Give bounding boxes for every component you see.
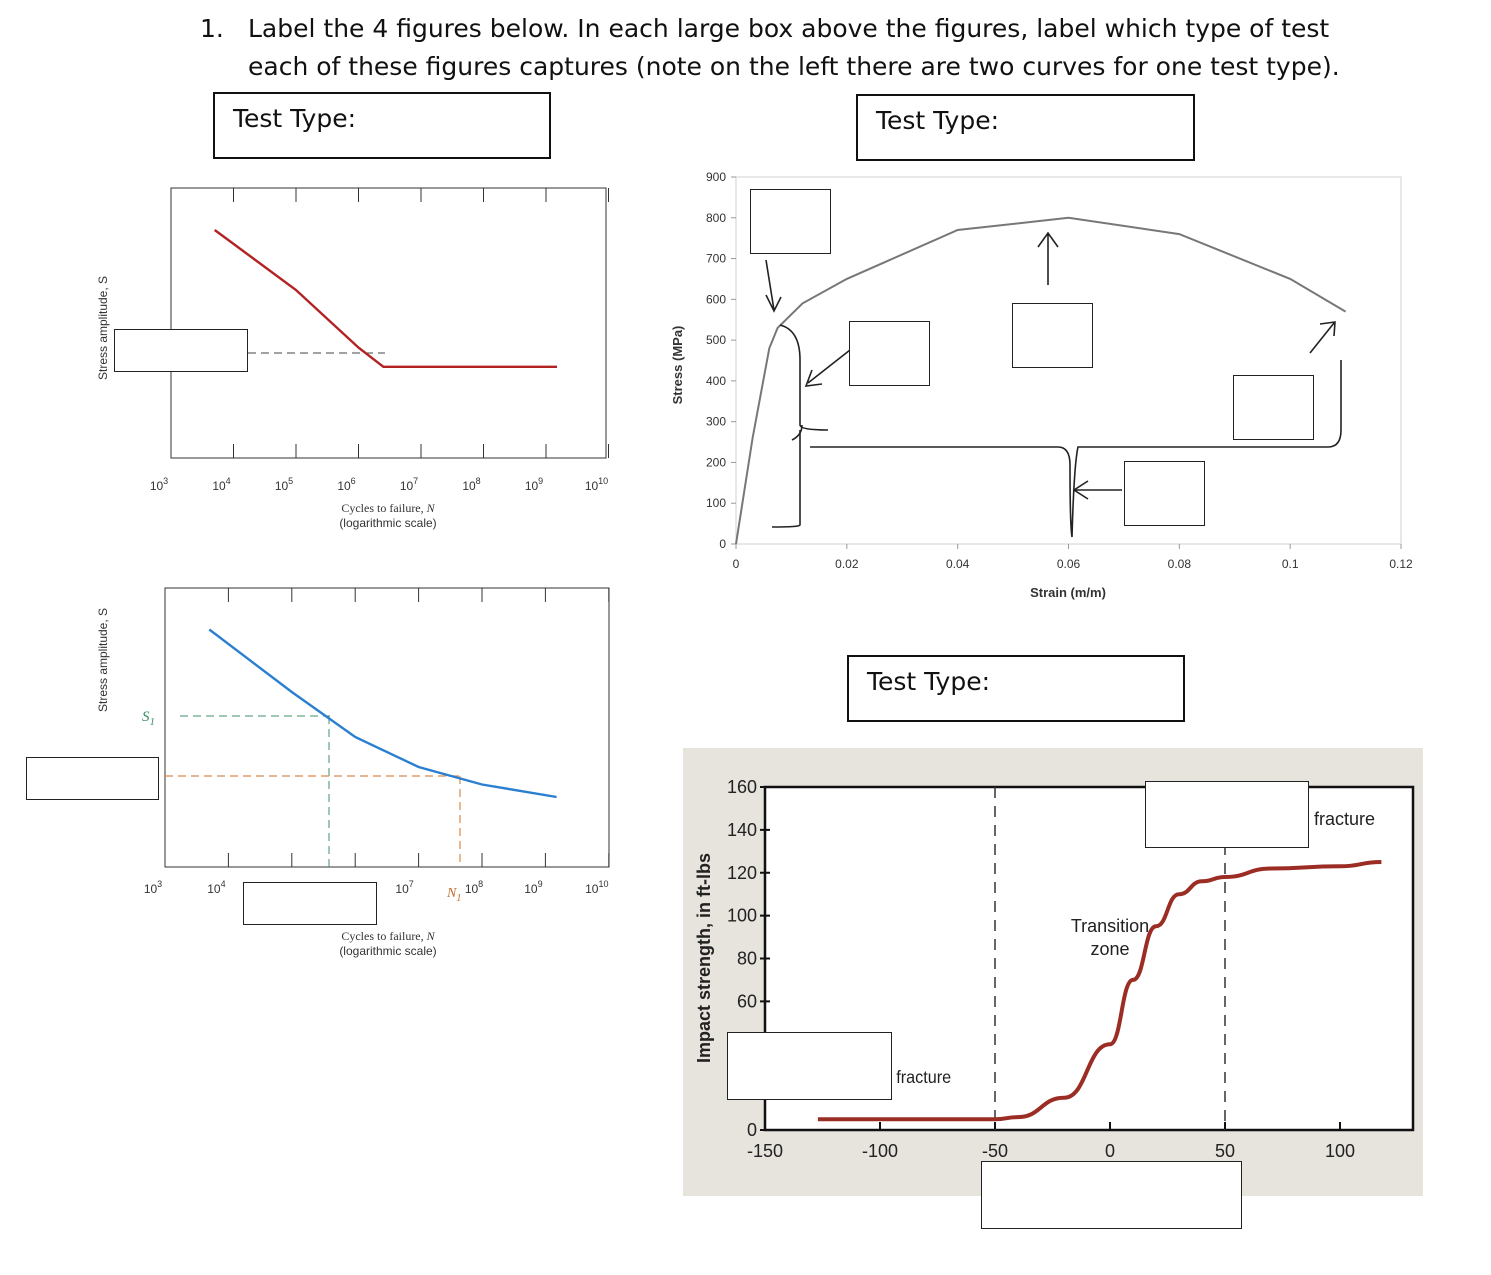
x-tick-label: 104 (207, 879, 225, 896)
strain-axis-label: Strain (m/m) (1030, 585, 1106, 600)
ss-answer-box-yield[interactable] (750, 189, 831, 254)
sn-curve-1 (213, 229, 557, 368)
transition-label: Transition (1071, 916, 1149, 936)
impact-ylabel: Impact strength, in ft-lbs (694, 853, 714, 1063)
y-tick-label: 0 (747, 1120, 757, 1140)
x-tick-label: 0 (733, 557, 740, 571)
x-tick-label: -150 (747, 1141, 783, 1161)
ss-answer-box-luders[interactable] (1124, 461, 1205, 526)
x-tick-label: 1010 (585, 476, 608, 493)
x-tick-label: 1010 (585, 879, 608, 896)
x-tick-label: 108 (465, 879, 483, 896)
x-tick-label: -100 (862, 1141, 898, 1161)
stress-strain-curve (735, 216, 1347, 545)
y-tick-label: 100 (727, 906, 757, 926)
test-type-box-2[interactable]: Test Type: (856, 94, 1195, 161)
fracture-label-right: fracture (1314, 809, 1375, 829)
x-tick-label: 0.02 (835, 557, 859, 571)
y-tick-label: 800 (706, 211, 726, 225)
y-tick-label: 0 (719, 537, 726, 551)
x-tick-label: -50 (982, 1141, 1008, 1161)
x-tick-label: 103 (144, 879, 162, 896)
s1-label: S1 (142, 709, 155, 728)
x-tick-label: 105 (275, 476, 293, 493)
impact-answer-box-axis[interactable] (981, 1161, 1242, 1229)
x-tick-label: 0.04 (946, 557, 970, 571)
y-tick-label: 300 (706, 415, 726, 429)
x-tick-label: 107 (395, 879, 413, 896)
sn1-ylabel: Stress amplitude, S (96, 276, 110, 380)
y-tick-label: 700 (706, 252, 726, 266)
test-type-box-3[interactable]: Test Type: (847, 655, 1185, 722)
x-tick-label: 0.12 (1389, 557, 1413, 571)
sn-chart-2: 103 104 107 108 109 1010 S1 N1 Stress amplitu… (96, 587, 610, 958)
ss-answer-box-upper-yield[interactable] (849, 321, 930, 386)
x-tick-label: 103 (150, 476, 168, 493)
impact-answer-box-lower[interactable] (727, 1032, 892, 1100)
y-tick-label: 200 (706, 455, 726, 469)
sn-chart-1: 103 104 105 106 107 108 109 1010 Stress amplitu… (96, 187, 609, 530)
stress-strain-chart: 0 0.02 0.04 0.06 0.08 0.1 0.12 0 100 200 300 400 500… (670, 170, 1413, 600)
sn1-xlabel-sub: (logarithmic scale) (339, 516, 436, 530)
sn2-answer-box-left[interactable] (26, 757, 159, 800)
ss-answer-box-fracture[interactable] (1233, 375, 1314, 440)
sn2-answer-box-bottom[interactable] (243, 882, 377, 925)
x-tick-label: 108 (462, 476, 480, 493)
impact-curve (817, 860, 1382, 1122)
x-tick-label: 50 (1215, 1141, 1235, 1161)
n1-label: N1 (446, 886, 461, 904)
x-tick-label: 0.06 (1057, 557, 1081, 571)
impact-answer-box-upper[interactable] (1145, 781, 1309, 848)
question-number: 1. (200, 14, 224, 43)
x-tick-label: 104 (212, 476, 230, 493)
y-tick-label: 900 (706, 170, 726, 184)
y-tick-label: 60 (737, 991, 757, 1011)
y-tick-label: 80 (737, 949, 757, 969)
test-type-box-1[interactable]: Test Type: (213, 92, 551, 159)
x-tick-label: 0 (1105, 1141, 1115, 1161)
ss-answer-box-uts[interactable] (1012, 303, 1093, 368)
sn1-xlabel: Cycles to failure, N (341, 501, 435, 515)
x-tick-label: 109 (524, 879, 542, 896)
x-tick-label: 0.1 (1282, 557, 1299, 571)
test-type-label: Test Type: (233, 104, 357, 133)
y-tick-label: 100 (706, 496, 726, 510)
x-tick-label: 106 (337, 476, 355, 493)
sn2-xlabel: Cycles to failure, N (341, 929, 435, 943)
test-type-label: Test Type: (876, 106, 1000, 135)
x-tick-label: 100 (1325, 1141, 1355, 1161)
sn-curve-2 (208, 628, 557, 799)
test-type-label: Test Type: (867, 667, 991, 696)
y-tick-label: 500 (706, 333, 726, 347)
y-tick-label: 160 (727, 777, 757, 797)
x-tick-label: 109 (525, 476, 543, 493)
fracture-label-left: fracture (896, 1067, 951, 1087)
x-tick-label: 107 (400, 476, 418, 493)
x-tick-label: 0.08 (1168, 557, 1192, 571)
sn1-answer-box[interactable] (114, 329, 248, 372)
y-tick-label: 140 (727, 820, 757, 840)
impact-chart: -150 -100 -50 0 50 100 0 60 80 100 120 140 160 fract… (683, 748, 1423, 1196)
zone-label: zone (1090, 939, 1129, 959)
y-tick-label: 120 (727, 863, 757, 883)
question-text: Label the 4 figures below. In each large… (248, 14, 1340, 119)
stress-axis-label: Stress (MPa) (670, 326, 685, 405)
sn2-xlabel-sub: (logarithmic scale) (339, 944, 436, 958)
y-tick-label: 600 (706, 292, 726, 306)
y-tick-label: 400 (706, 374, 726, 388)
sn2-ylabel: Stress amplitude, S (96, 608, 110, 712)
